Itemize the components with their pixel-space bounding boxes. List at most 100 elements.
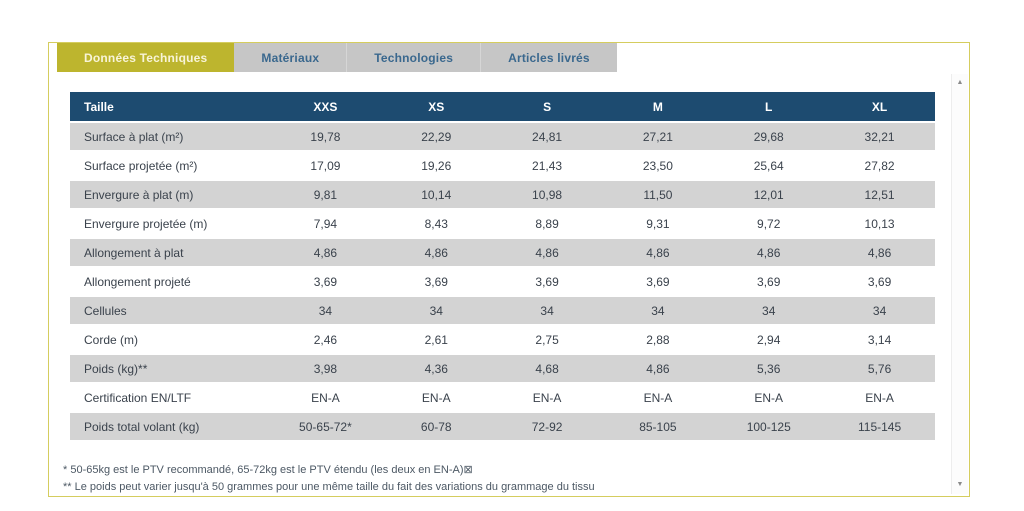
column-header-size: M [602, 92, 714, 121]
cell: 34 [491, 297, 603, 324]
cell: 3,69 [270, 268, 381, 295]
cell: EN-A [380, 384, 492, 411]
table-row: Surface à plat (m²) 19,78 22,29 24,81 27,21 2… [70, 123, 935, 150]
footnotes: * 50-65kg est le PTV recommandé, 65-72kg… [63, 462, 969, 496]
cell: 4,68 [491, 355, 603, 382]
column-header-label: Taille [70, 92, 270, 121]
tab-materiaux[interactable]: Matériaux [234, 43, 347, 72]
cell: 5,36 [713, 355, 825, 382]
cell: 17,09 [270, 152, 381, 179]
cell: 7,94 [270, 210, 381, 237]
row-label: Surface projetée (m²) [70, 152, 270, 179]
cell: 100-125 [713, 413, 825, 440]
footnote-2: ** Le poids peut varier jusqu'à 50 gramm… [63, 481, 595, 494]
cell: 11,50 [602, 181, 714, 208]
cell: EN-A [713, 384, 825, 411]
cell: 3,98 [270, 355, 381, 382]
row-label: Poids (kg)** [70, 355, 270, 382]
cell: 9,72 [713, 210, 825, 237]
tab-bar: Données Techniques Matériaux Technologies A… [49, 43, 969, 72]
tab-technologies[interactable]: Technologies [346, 43, 481, 72]
row-label: Poids total volant (kg) [70, 413, 270, 440]
cell: 85-105 [602, 413, 714, 440]
cell: 12,51 [824, 181, 935, 208]
cell: 9,81 [270, 181, 381, 208]
column-header-size: L [713, 92, 825, 121]
cell: 27,21 [602, 123, 714, 150]
cell: 10,13 [824, 210, 935, 237]
row-label: Allongement projeté [70, 268, 270, 295]
cell: 21,43 [491, 152, 603, 179]
cell: 8,43 [380, 210, 492, 237]
cell: 3,69 [824, 268, 935, 295]
cell: 3,69 [602, 268, 714, 295]
cell: EN-A [270, 384, 381, 411]
cell: 2,46 [270, 326, 381, 353]
tab-donnees-techniques[interactable]: Données Techniques [57, 43, 235, 72]
cell: EN-A [491, 384, 603, 411]
table-row: Surface projetée (m²) 17,09 19,26 21,43 23,5… [70, 152, 935, 179]
cell: 4,86 [713, 239, 825, 266]
specs-table: Taille XXS XS S M L XL Surface à plat (m²) 19,7… [70, 90, 935, 442]
row-label: Envergure projetée (m) [70, 210, 270, 237]
cell: 3,69 [491, 268, 603, 295]
footnote-1: * 50-65kg est le PTV recommandé, 65-72kg… [63, 464, 473, 476]
cell: 10,98 [491, 181, 603, 208]
cell: 9,31 [602, 210, 714, 237]
row-label: Corde (m) [70, 326, 270, 353]
column-header-size: XL [824, 92, 935, 121]
cell: 60-78 [380, 413, 492, 440]
row-label: Cellules [70, 297, 270, 324]
cell: 12,01 [713, 181, 825, 208]
cell: 8,89 [491, 210, 603, 237]
scroll-up-icon[interactable]: ▲ [956, 79, 964, 86]
table-row: Envergure à plat (m) 9,81 10,14 10,98 11,50 1… [70, 181, 935, 208]
cell: 32,21 [824, 123, 935, 150]
scroll-down-icon[interactable]: ▼ [956, 481, 964, 488]
cell: 19,78 [270, 123, 381, 150]
cell: 34 [713, 297, 825, 324]
cell: 4,86 [824, 239, 935, 266]
table-row: Corde (m) 2,46 2,61 2,75 2,88 2,94 3,14 [70, 326, 935, 353]
cell: 5,76 [824, 355, 935, 382]
tab-articles-livres[interactable]: Articles livrés [480, 43, 617, 72]
cell: 19,26 [380, 152, 492, 179]
table-row: Cellules 34 34 34 34 34 34 [70, 297, 935, 324]
column-header-size: XXS [270, 92, 381, 121]
cell: 34 [824, 297, 935, 324]
cell: 29,68 [713, 123, 825, 150]
cell: 22,29 [380, 123, 492, 150]
table-header-row: Taille XXS XS S M L XL [70, 92, 935, 121]
cell: 25,64 [713, 152, 825, 179]
cell: 72-92 [491, 413, 603, 440]
cell: 115-145 [824, 413, 935, 440]
vertical-scrollbar[interactable]: ▲ ▼ [951, 74, 968, 494]
cell: 4,86 [602, 355, 714, 382]
row-label: Surface à plat (m²) [70, 123, 270, 150]
table-row: Certification EN/LTF EN-A EN-A EN-A EN-A EN-A… [70, 384, 935, 411]
cell: 50-65-72* [270, 413, 381, 440]
cell: 4,86 [491, 239, 603, 266]
cell: 34 [602, 297, 714, 324]
cell: 3,14 [824, 326, 935, 353]
cell: 10,14 [380, 181, 492, 208]
row-label: Certification EN/LTF [70, 384, 270, 411]
column-header-size: S [491, 92, 603, 121]
cell: 2,61 [380, 326, 492, 353]
cell: 2,94 [713, 326, 825, 353]
cell: 27,82 [824, 152, 935, 179]
table-row: Allongement à plat 4,86 4,86 4,86 4,86 4,86 4,… [70, 239, 935, 266]
cell: 23,50 [602, 152, 714, 179]
table-row: Allongement projeté 3,69 3,69 3,69 3,69 3,69 3… [70, 268, 935, 295]
cell: 2,88 [602, 326, 714, 353]
cell: 4,86 [380, 239, 492, 266]
cell: 4,86 [270, 239, 381, 266]
cell: 34 [380, 297, 492, 324]
table-row: Envergure projetée (m) 7,94 8,43 8,89 9,31 9,… [70, 210, 935, 237]
row-label: Envergure à plat (m) [70, 181, 270, 208]
cell: EN-A [824, 384, 935, 411]
cell: 3,69 [713, 268, 825, 295]
table-row: Poids (kg)** 3,98 4,36 4,68 4,86 5,36 5,76 [70, 355, 935, 382]
cell: 4,86 [602, 239, 714, 266]
cell: 3,69 [380, 268, 492, 295]
